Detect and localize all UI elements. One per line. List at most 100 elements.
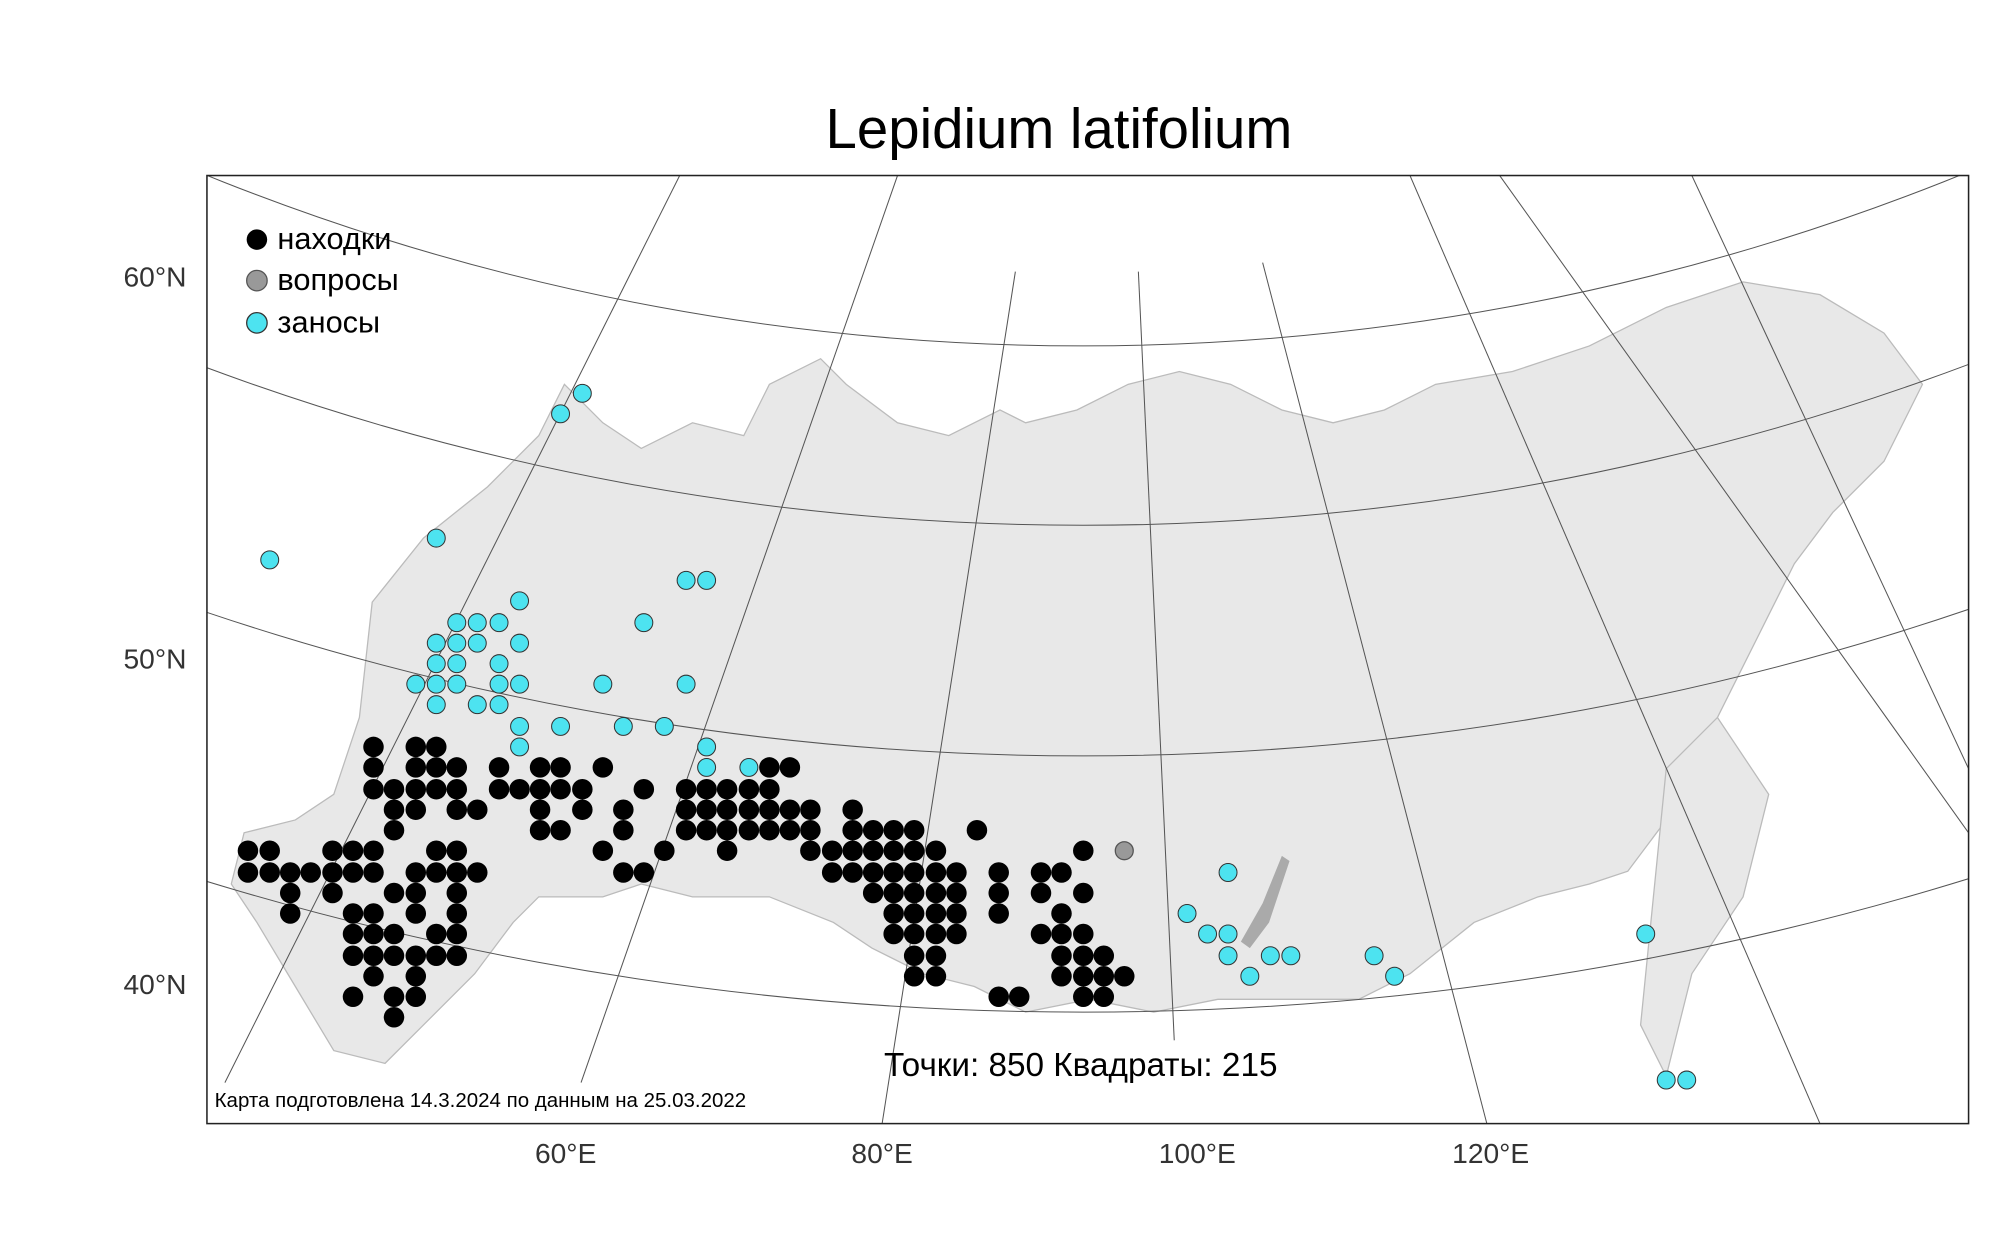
finding-dot bbox=[529, 799, 551, 820]
finding-dot bbox=[925, 966, 947, 987]
finding-dot bbox=[363, 757, 384, 778]
finding-dot bbox=[883, 862, 904, 883]
legend-label: вопросы bbox=[277, 262, 398, 297]
finding-dot bbox=[925, 945, 947, 967]
finding-dot bbox=[1073, 882, 1094, 904]
finding-dot bbox=[738, 799, 760, 820]
finding-dot bbox=[405, 903, 427, 924]
introduced-dot bbox=[676, 570, 696, 590]
legend-label: находки bbox=[277, 221, 391, 256]
finding-dot bbox=[738, 778, 760, 800]
finding-dot bbox=[759, 757, 780, 778]
finding-dot bbox=[946, 923, 967, 945]
finding-dot bbox=[322, 840, 343, 861]
footer: Карта подготовлена 14.3.2024 по данным н… bbox=[215, 1089, 747, 1112]
introduced-dot bbox=[551, 716, 571, 736]
finding-dot bbox=[529, 757, 551, 778]
finding-dot bbox=[592, 840, 614, 861]
finding-dot bbox=[467, 862, 488, 883]
baikal bbox=[1240, 855, 1290, 949]
finding-dot bbox=[1030, 923, 1052, 945]
finding-dot bbox=[279, 882, 301, 904]
finding-dot bbox=[1051, 945, 1072, 967]
finding-dot bbox=[592, 757, 614, 778]
introduced-dot bbox=[447, 633, 467, 653]
finding-dot bbox=[446, 799, 468, 820]
finding-dot bbox=[675, 778, 697, 800]
finding-dot bbox=[426, 840, 447, 861]
finding-dot bbox=[842, 799, 863, 820]
frame bbox=[206, 174, 1970, 1125]
finding-dot bbox=[322, 882, 343, 904]
finding-dot bbox=[988, 903, 1009, 924]
lon-label: 120°E bbox=[1452, 1137, 1529, 1169]
introduced-dot bbox=[447, 674, 467, 694]
introduced-dot bbox=[613, 716, 633, 736]
finding-dot bbox=[279, 903, 301, 924]
finding-dot bbox=[1051, 862, 1072, 883]
finding-dot bbox=[363, 923, 384, 945]
finding-dot bbox=[988, 862, 1009, 883]
finding-dot bbox=[759, 778, 780, 800]
finding-dot bbox=[529, 819, 551, 841]
legend-label: заносы bbox=[277, 304, 380, 339]
introduced-dot bbox=[1218, 863, 1238, 882]
finding-dot bbox=[405, 945, 427, 967]
introduced-dot bbox=[1281, 946, 1301, 966]
finding-dot bbox=[259, 862, 280, 883]
introduced-dot bbox=[447, 613, 467, 633]
finding-dot bbox=[405, 986, 427, 1008]
finding-dot bbox=[1030, 862, 1052, 883]
finding-dot bbox=[716, 799, 738, 820]
finding-dot bbox=[946, 862, 967, 883]
finding-dot bbox=[488, 778, 510, 800]
finding-dot bbox=[988, 882, 1009, 904]
finding-dot bbox=[405, 757, 427, 778]
finding-dot bbox=[883, 840, 904, 861]
finding-dot bbox=[383, 923, 405, 945]
finding-dot bbox=[800, 799, 821, 820]
introduced-dot bbox=[1218, 946, 1238, 966]
introduced-dot bbox=[551, 404, 571, 424]
finding-dot bbox=[383, 986, 405, 1008]
introduced-dot bbox=[467, 695, 487, 715]
introduced-dot bbox=[1364, 946, 1384, 966]
finding-dot bbox=[405, 966, 427, 987]
finding-dot bbox=[925, 923, 947, 945]
finding-dot bbox=[738, 819, 760, 841]
finding-dot bbox=[446, 945, 468, 967]
meridian bbox=[580, 175, 898, 1083]
finding-dot bbox=[509, 778, 530, 800]
finding-dot bbox=[446, 757, 468, 778]
finding-dot bbox=[654, 840, 675, 861]
lat-label: 40°N bbox=[123, 968, 186, 1000]
finding-dot bbox=[529, 778, 551, 800]
introduced-dot bbox=[467, 613, 487, 633]
introduced-dot bbox=[634, 613, 654, 633]
introduced-dot bbox=[467, 633, 487, 653]
finding-dot bbox=[759, 799, 780, 820]
finding-dot bbox=[363, 840, 384, 861]
finding-dot bbox=[903, 903, 925, 924]
finding-dot bbox=[903, 862, 925, 883]
introduced-dot bbox=[406, 674, 426, 694]
finding-dot bbox=[572, 778, 593, 800]
introduced-dot bbox=[510, 716, 530, 736]
finding-dot bbox=[342, 945, 364, 967]
finding-dot bbox=[383, 882, 405, 904]
finding-dot bbox=[883, 923, 904, 945]
finding-dot bbox=[925, 882, 947, 904]
finding-dot bbox=[696, 819, 717, 841]
finding-dot bbox=[300, 862, 321, 883]
introduced-dot bbox=[489, 695, 509, 715]
finding-dot bbox=[759, 819, 780, 841]
finding-dot bbox=[426, 862, 447, 883]
finding-dot bbox=[675, 799, 697, 820]
question-dot bbox=[1114, 841, 1134, 861]
finding-dot bbox=[903, 819, 925, 841]
finding-dot bbox=[946, 903, 967, 924]
introduced-dot bbox=[1218, 924, 1238, 944]
finding-dot bbox=[946, 882, 967, 904]
